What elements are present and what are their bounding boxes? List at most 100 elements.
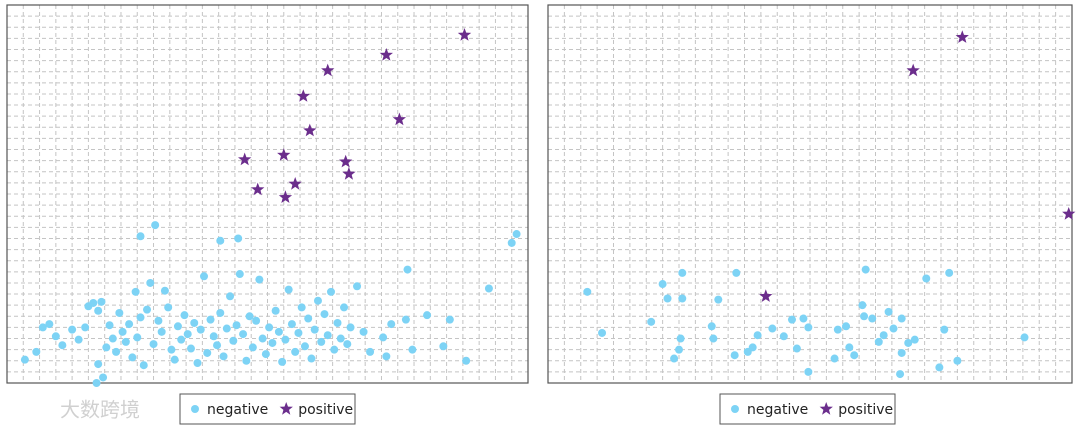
point xyxy=(922,274,931,283)
point xyxy=(868,314,877,323)
point xyxy=(833,325,842,334)
point xyxy=(89,298,98,307)
legend-box xyxy=(719,393,896,425)
point xyxy=(105,321,114,330)
point xyxy=(804,323,813,332)
point xyxy=(296,89,310,102)
point xyxy=(346,323,355,332)
point xyxy=(897,348,906,357)
point xyxy=(190,318,199,327)
point xyxy=(154,316,163,325)
point xyxy=(779,332,788,341)
point xyxy=(196,325,205,334)
point xyxy=(787,315,796,324)
point xyxy=(112,347,121,356)
point xyxy=(239,330,248,339)
point xyxy=(945,268,954,277)
point xyxy=(206,315,215,324)
point xyxy=(99,373,108,382)
point xyxy=(896,370,905,379)
point xyxy=(304,314,313,323)
point xyxy=(136,313,145,322)
point xyxy=(768,324,777,333)
point xyxy=(676,334,685,343)
point xyxy=(255,275,264,284)
legend-box xyxy=(179,393,356,425)
point xyxy=(203,348,212,357)
point xyxy=(146,278,155,287)
point xyxy=(268,338,277,347)
legend-marker xyxy=(191,405,199,413)
point xyxy=(343,340,352,349)
point xyxy=(20,355,29,364)
point xyxy=(714,295,723,304)
point xyxy=(303,123,317,137)
point xyxy=(232,321,241,330)
point xyxy=(118,327,127,336)
point xyxy=(910,335,919,344)
point xyxy=(281,335,290,344)
point xyxy=(842,322,851,331)
point xyxy=(216,308,225,317)
point xyxy=(861,265,870,274)
point xyxy=(359,327,368,336)
point xyxy=(97,297,106,306)
point xyxy=(149,340,158,349)
point xyxy=(792,344,801,353)
point xyxy=(265,323,274,332)
point xyxy=(845,343,854,352)
point xyxy=(670,354,679,363)
point xyxy=(904,338,913,347)
legend-label: positive xyxy=(838,402,893,418)
point xyxy=(297,303,306,312)
point xyxy=(313,296,322,305)
point xyxy=(136,232,145,241)
point xyxy=(445,315,454,324)
point xyxy=(663,294,672,303)
plot-frame xyxy=(547,4,1073,384)
point xyxy=(830,354,839,363)
point xyxy=(897,314,906,323)
point xyxy=(121,337,130,346)
plot-frame xyxy=(6,4,529,384)
point xyxy=(507,238,516,247)
point xyxy=(366,347,375,356)
point xyxy=(234,234,243,243)
legend-marker xyxy=(731,405,739,413)
point xyxy=(209,332,218,341)
point xyxy=(709,334,718,343)
point xyxy=(732,268,741,277)
point xyxy=(131,287,140,296)
point xyxy=(277,148,291,161)
point xyxy=(92,379,101,387)
point xyxy=(340,303,349,312)
legend-label: positive xyxy=(298,402,353,418)
point xyxy=(382,352,391,361)
legend-marker xyxy=(279,402,293,415)
point xyxy=(300,342,309,351)
point xyxy=(229,336,238,345)
point xyxy=(330,345,339,354)
point xyxy=(889,324,898,333)
point xyxy=(953,356,962,365)
watermark: 大数跨境 xyxy=(60,398,140,422)
point xyxy=(248,343,257,352)
point xyxy=(484,284,493,293)
point xyxy=(353,282,362,291)
point xyxy=(219,352,228,361)
point xyxy=(707,322,716,331)
point xyxy=(58,341,67,350)
point xyxy=(173,322,182,331)
point xyxy=(74,335,83,344)
point xyxy=(38,323,47,332)
point xyxy=(186,344,195,353)
point xyxy=(222,324,231,333)
point xyxy=(125,320,134,329)
point xyxy=(160,286,169,295)
point xyxy=(200,272,209,281)
point xyxy=(242,356,251,365)
point xyxy=(310,325,319,334)
point xyxy=(164,303,173,312)
point xyxy=(216,236,225,245)
